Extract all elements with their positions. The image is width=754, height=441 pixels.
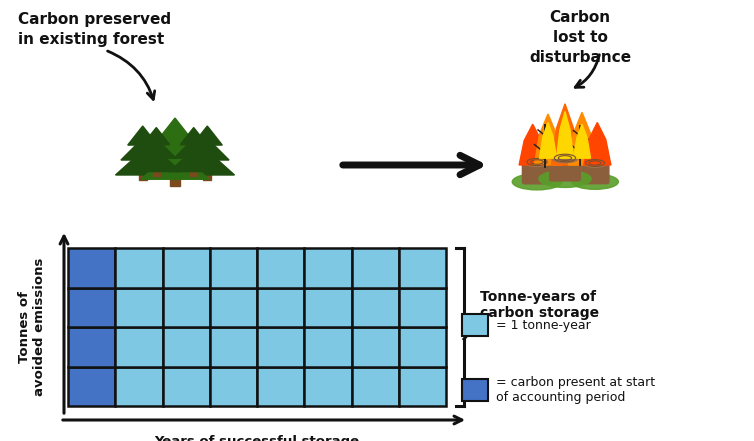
Polygon shape [115,150,170,175]
Bar [257,327,305,366]
Bar [163,248,210,288]
Polygon shape [180,150,234,175]
Ellipse shape [583,159,607,167]
Polygon shape [127,126,158,145]
Polygon shape [574,124,590,158]
Bar [305,288,351,327]
Ellipse shape [572,174,618,189]
Bar [163,327,210,366]
Bar [305,248,351,288]
Bar [351,288,399,327]
Bar [210,366,257,406]
Text: = carbon present at start
of accounting period: = carbon present at start of accounting … [496,376,655,404]
Polygon shape [143,127,170,145]
Polygon shape [136,138,176,158]
Text: Carbon preserved
in existing forest: Carbon preserved in existing forest [18,12,171,47]
Bar [305,366,351,406]
Polygon shape [174,138,213,158]
Bar [68,288,115,327]
Bar [210,327,257,366]
Bar [462,379,488,401]
Bar [210,288,257,327]
Bar [462,314,488,336]
Polygon shape [535,114,562,165]
Bar [68,248,115,288]
Bar [68,366,115,406]
Polygon shape [148,133,202,161]
Text: Years of successful storage: Years of successful storage [155,436,360,441]
Polygon shape [169,149,218,172]
Text: Tonne-years of
carbon storage: Tonne-years of carbon storage [480,290,599,320]
Text: Tonnes of
avoided emissions: Tonnes of avoided emissions [18,258,46,396]
Ellipse shape [524,157,550,167]
Polygon shape [540,123,556,158]
Bar [351,327,399,366]
Polygon shape [156,118,194,142]
Bar [163,288,210,327]
Bar [399,327,446,366]
Bar [210,248,257,288]
Bar [257,248,305,288]
Bar [152,163,160,176]
FancyBboxPatch shape [581,161,609,184]
Text: Carbon
lost to
disturbance: Carbon lost to disturbance [529,10,631,64]
Text: = 1 tonne-year: = 1 tonne-year [496,318,590,332]
Ellipse shape [552,153,578,163]
Polygon shape [121,138,164,160]
Polygon shape [141,149,209,179]
Bar [139,165,147,180]
Bar [399,288,446,327]
Bar [351,366,399,406]
Bar [351,248,399,288]
FancyBboxPatch shape [550,156,581,181]
Bar [68,327,115,366]
Polygon shape [192,126,222,145]
Bar [399,366,446,406]
Bar [204,165,211,180]
Bar [190,163,198,176]
Bar [115,327,163,366]
FancyBboxPatch shape [523,160,552,184]
Bar [399,248,446,288]
Polygon shape [185,138,229,160]
Bar [305,327,351,366]
Bar [115,366,163,406]
Bar [257,288,305,327]
Polygon shape [132,149,181,172]
Polygon shape [180,127,207,145]
Polygon shape [569,112,596,165]
Bar [170,167,180,186]
Bar [115,288,163,327]
Polygon shape [556,112,574,158]
Polygon shape [584,123,611,165]
Bar [163,366,210,406]
Polygon shape [519,124,547,165]
Ellipse shape [512,174,562,190]
Bar [257,366,305,406]
Bar [115,248,163,288]
Ellipse shape [539,170,591,187]
Polygon shape [551,104,578,165]
